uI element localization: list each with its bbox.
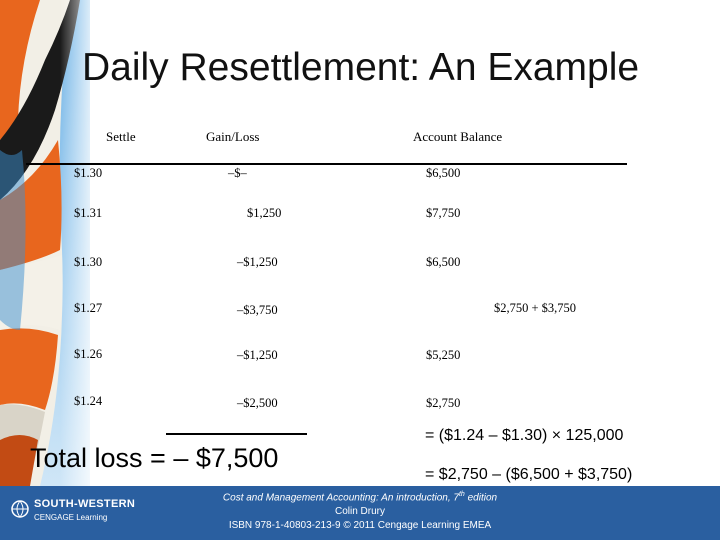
footer-bar bbox=[0, 486, 720, 540]
header-divider bbox=[26, 163, 627, 165]
row-6-settle: $1.24 bbox=[74, 394, 103, 408]
book-title: Cost and Management Accounting: An intro… bbox=[222, 492, 459, 504]
row-2-settle: $1.31 bbox=[74, 206, 103, 220]
row-3-balance: $6,500 bbox=[426, 255, 461, 269]
row-6-balance: $2,750 bbox=[426, 396, 461, 410]
book-edition-sup: th bbox=[458, 491, 465, 498]
globe-icon bbox=[11, 500, 29, 518]
book-author: Colin Drury bbox=[334, 506, 385, 518]
row-4-gain-loss: –$3,750 bbox=[237, 303, 278, 317]
column-header-account-balance: Account Balance bbox=[413, 129, 503, 144]
row-1-balance: $6,500 bbox=[426, 166, 461, 180]
total-underline bbox=[166, 433, 307, 435]
row-5-balance: $5,250 bbox=[426, 348, 461, 362]
calculation-line-2: = $2,750 – ($6,500 + $3,750) bbox=[425, 466, 633, 483]
logo-name: SOUTH-WESTERN bbox=[34, 498, 136, 510]
row-5-settle: $1.26 bbox=[74, 347, 103, 361]
row-5-gain-loss: –$1,250 bbox=[237, 348, 278, 362]
book-citation: Cost and Management Accounting: An intro… bbox=[190, 488, 530, 533]
total-loss-text: Total loss = – $7,500 bbox=[30, 443, 279, 473]
row-2-balance: $7,750 bbox=[426, 206, 461, 220]
calculation-line-1: = ($1.24 – $1.30) × 125,000 bbox=[425, 427, 624, 444]
row-1-settle: $1.30 bbox=[74, 166, 103, 180]
book-edition-suffix: edition bbox=[464, 492, 498, 504]
row-4-balance: $2,750 + $3,750 bbox=[494, 301, 577, 315]
column-header-gain-loss: Gain/Loss bbox=[206, 129, 260, 144]
row-1-gain-loss: –$– bbox=[228, 166, 247, 180]
logo-subtitle: CENGAGE Learning bbox=[34, 513, 108, 522]
row-6-gain-loss: –$2,500 bbox=[237, 396, 278, 410]
column-header-settle: Settle bbox=[106, 129, 136, 144]
row-3-gain-loss: –$1,250 bbox=[237, 255, 278, 269]
row-4-settle: $1.27 bbox=[74, 301, 103, 315]
row-2-gain-loss: $1,250 bbox=[247, 206, 282, 220]
row-3-settle: $1.30 bbox=[74, 255, 103, 269]
slide-title: Daily Resettlement: An Example bbox=[82, 46, 640, 89]
book-isbn: ISBN 978-1-40803-213-9 © 2011 Cengage Le… bbox=[228, 520, 492, 532]
